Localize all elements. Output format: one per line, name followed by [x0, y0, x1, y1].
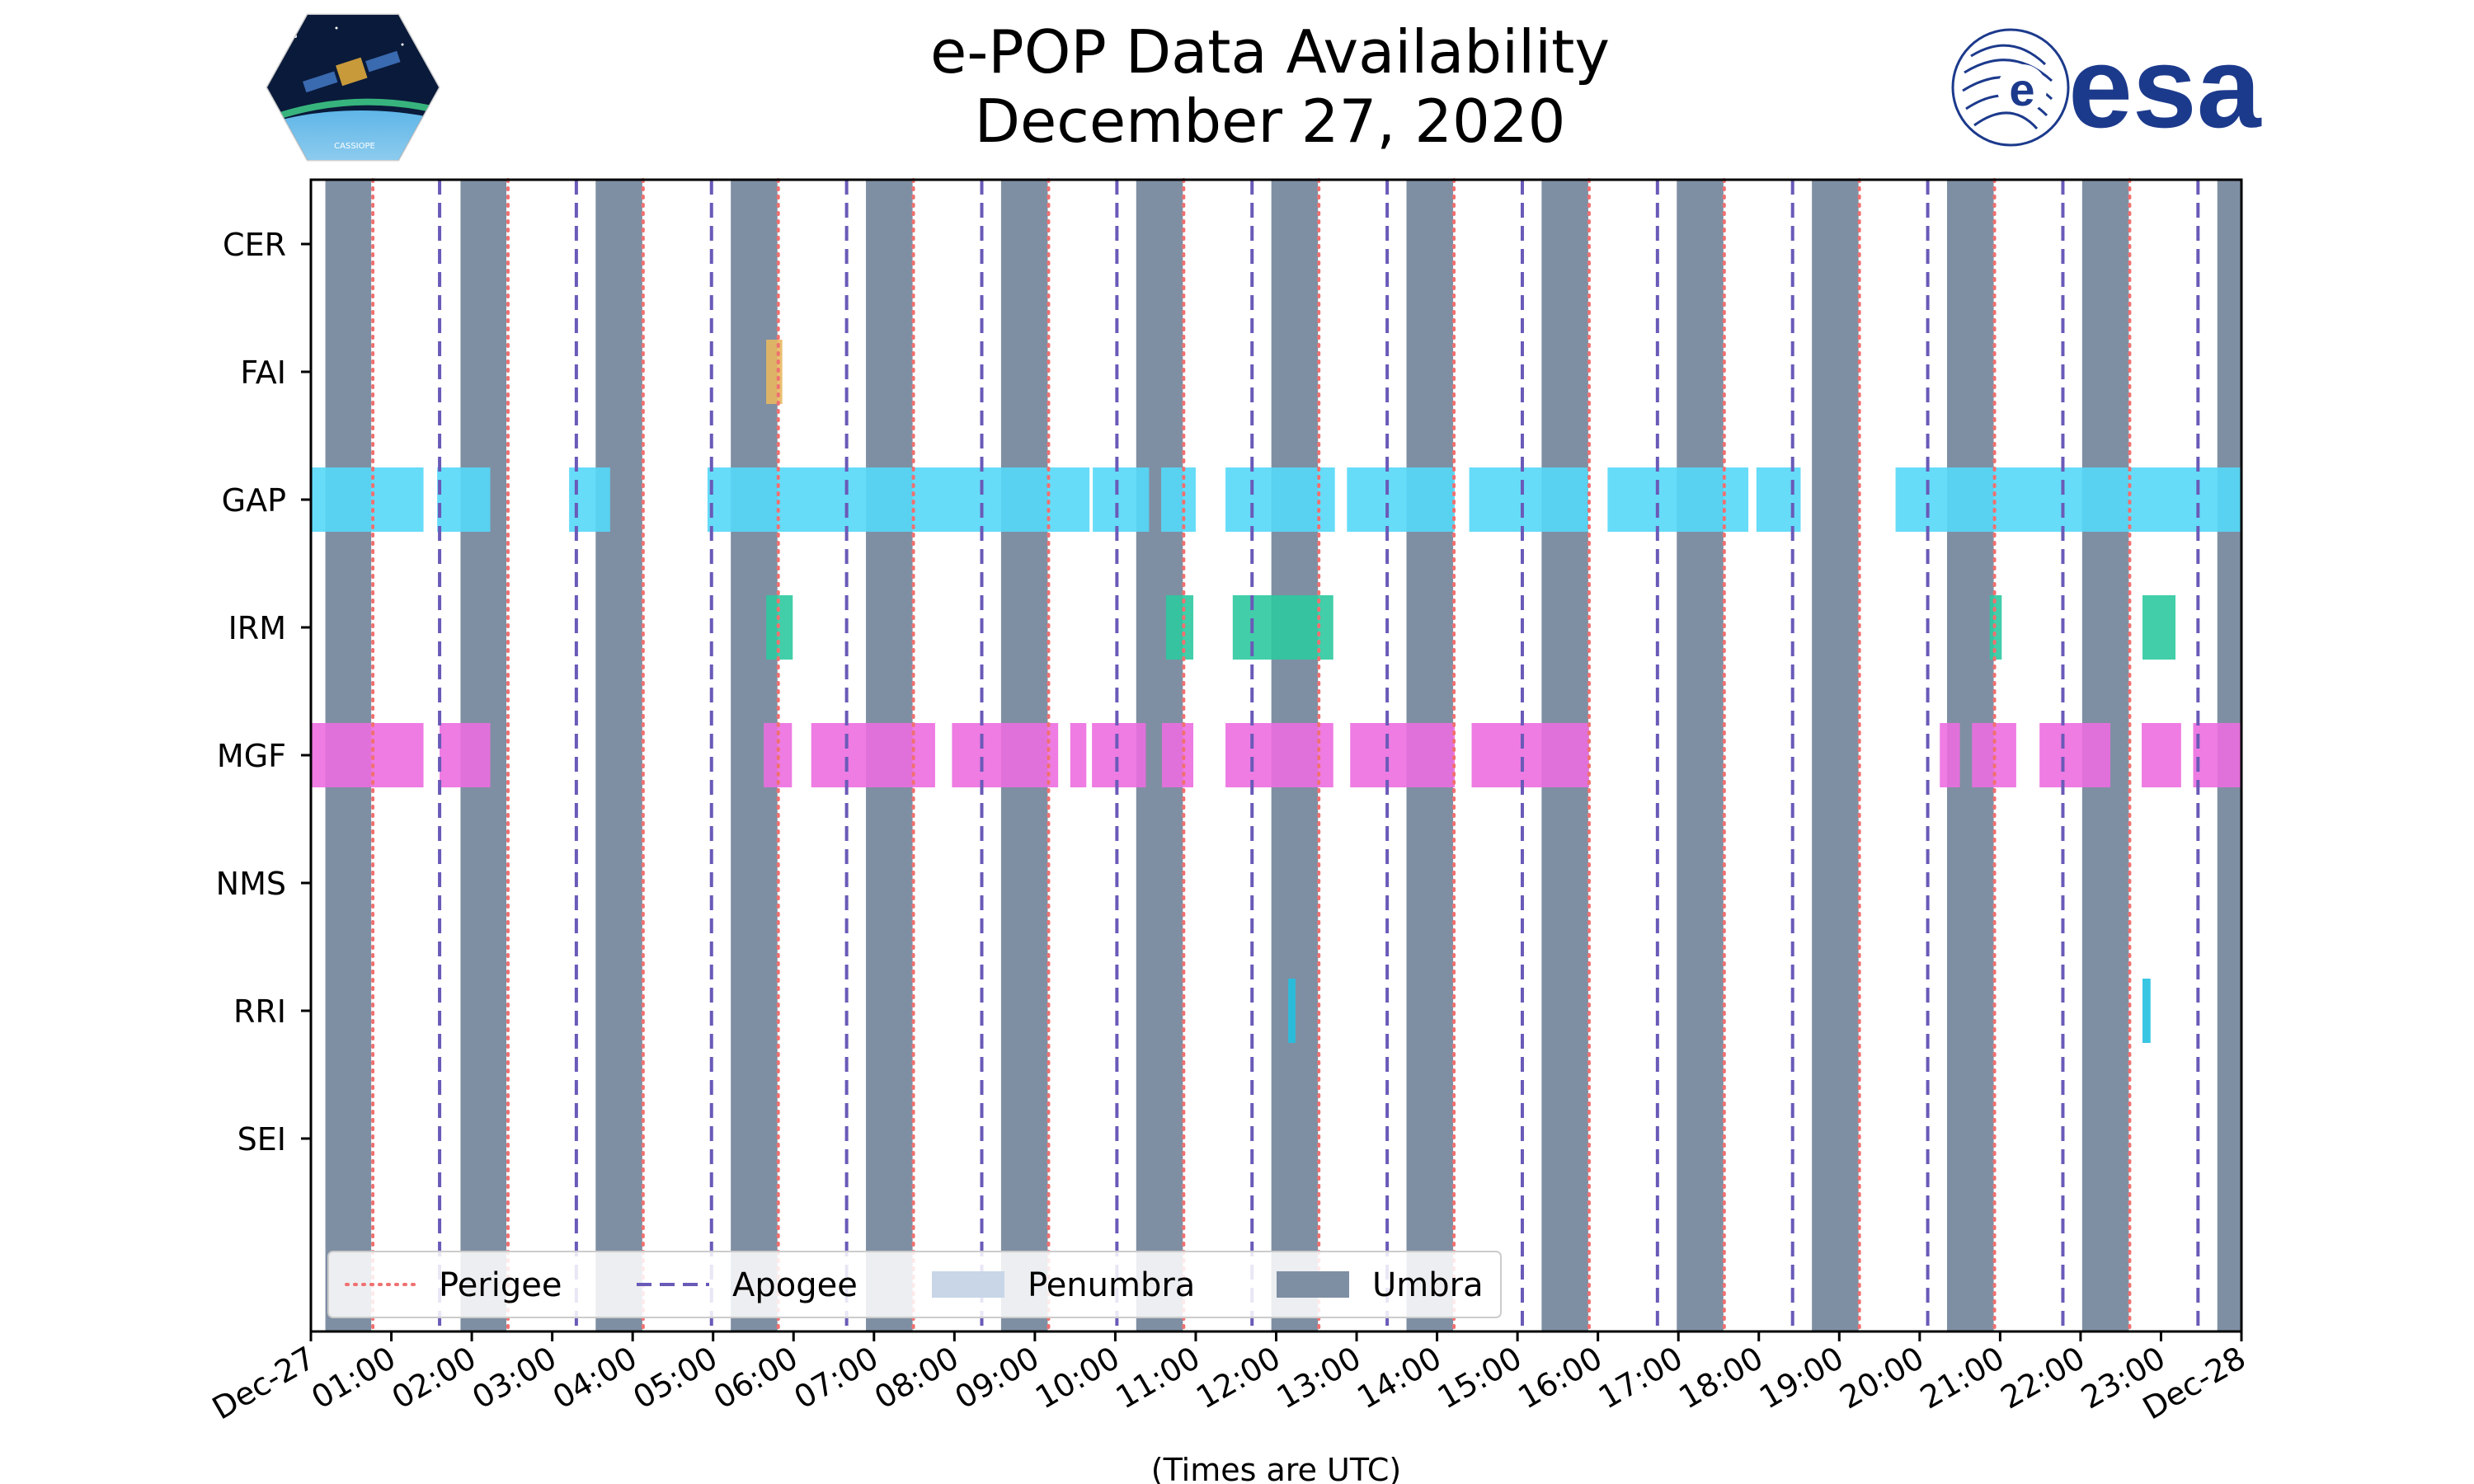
- y-tick-label: CER: [223, 227, 286, 263]
- availability-bar-gap: [437, 467, 491, 532]
- availability-bar-mgf: [1092, 723, 1146, 787]
- x-tick-label: 17:00: [1592, 1340, 1689, 1416]
- cassiope-logo: CASSIOPE: [262, 12, 444, 163]
- esa-wordmark: esa: [2068, 23, 2262, 152]
- y-tick-label: FAI: [240, 355, 286, 391]
- availability-bar-mgf: [1471, 723, 1589, 787]
- x-tick-label: 05:00: [627, 1340, 723, 1416]
- availability-bar-gap: [569, 467, 610, 532]
- x-tick-label: 21:00: [1914, 1340, 2011, 1416]
- x-tick-label: 02:00: [386, 1340, 482, 1416]
- x-tick-label: 12:00: [1190, 1340, 1286, 1416]
- availability-bar-mgf: [440, 723, 491, 787]
- availability-bar-gap: [311, 467, 424, 532]
- availability-bar-mgf: [1161, 723, 1194, 787]
- chart-title: e-POP Data Availability: [930, 17, 1610, 87]
- x-tick-label: 10:00: [1029, 1340, 1126, 1416]
- esa-logo-icon: e esa: [1951, 22, 2262, 152]
- perigee-lines: [371, 178, 2132, 1333]
- availability-bar-gap: [1756, 467, 1801, 532]
- availability-bar-irm: [2142, 595, 2176, 660]
- legend-label-perigee: Perigee: [439, 1266, 562, 1304]
- availability-bar-mgf: [1225, 723, 1333, 787]
- availability-bar-mgf: [1940, 723, 1960, 787]
- x-tick-label: 18:00: [1672, 1340, 1769, 1416]
- x-tick-label: 04:00: [547, 1340, 643, 1416]
- availability-bar-irm: [1165, 595, 1194, 660]
- legend-label-penumbra: Penumbra: [1028, 1266, 1195, 1304]
- availability-bar-gap: [707, 467, 1090, 532]
- x-tick-label: 08:00: [868, 1340, 965, 1416]
- series-rri: [1288, 979, 2151, 1043]
- legend-frame: [327, 1251, 1502, 1318]
- availability-bar-mgf: [1350, 723, 1456, 787]
- umbra-band: [595, 180, 642, 1331]
- legend-swatch-penumbra: [932, 1271, 1004, 1298]
- x-tick-label: 22:00: [1995, 1340, 2091, 1416]
- availability-bar-rri: [2142, 979, 2151, 1043]
- cassiope-mission-patch-icon: CASSIOPE: [266, 13, 440, 162]
- availability-bar-mgf: [2039, 723, 2111, 787]
- esa-logo: e esa: [1946, 22, 2309, 155]
- availability-bar-gap: [1469, 467, 1588, 532]
- availability-bar-mgf: [1070, 723, 1087, 787]
- x-axis-label: (Times are UTC): [1151, 1452, 1401, 1484]
- x-tick-label: 01:00: [305, 1340, 402, 1416]
- x-tick-label: Dec-27: [206, 1340, 321, 1427]
- apogee-lines: [438, 180, 2200, 1331]
- y-tick-label: IRM: [228, 610, 286, 646]
- series-mgf: [311, 723, 2241, 787]
- x-tick-label: 19:00: [1753, 1340, 1850, 1416]
- umbra-band: [1677, 180, 1724, 1331]
- availability-bar-gap: [1161, 467, 1196, 532]
- x-tick-label: 11:00: [1110, 1340, 1206, 1416]
- umbra-band: [1812, 180, 1859, 1331]
- x-tick-label: 15:00: [1432, 1340, 1528, 1416]
- svg-text:e: e: [2009, 63, 2034, 115]
- availability-bar-gap: [1895, 467, 2241, 532]
- x-tick-label: 03:00: [466, 1340, 562, 1416]
- series-gap: [311, 467, 2241, 532]
- availability-bar-gap: [1347, 467, 1456, 532]
- availability-bar-mgf: [2142, 723, 2181, 787]
- x-tick-label: 06:00: [708, 1340, 804, 1416]
- cassiope-caption: CASSIOPE: [334, 142, 375, 151]
- y-tick-label: RRI: [233, 993, 286, 1030]
- y-tick-label: MGF: [217, 738, 286, 774]
- availability-bar-mgf: [311, 723, 424, 787]
- x-tick-label: 14:00: [1351, 1340, 1447, 1416]
- legend: Perigee Apogee Penumbra Umbra: [327, 1251, 1502, 1318]
- availability-bar-gap: [1607, 467, 1749, 532]
- y-tick-label: GAP: [222, 482, 286, 519]
- y-tick-label: NMS: [216, 866, 286, 902]
- x-tick-label: 16:00: [1512, 1340, 1608, 1416]
- availability-bar-mgf: [811, 723, 935, 787]
- x-tick-label: 09:00: [949, 1340, 1046, 1416]
- availability-bar-mgf: [952, 723, 1059, 787]
- x-tick-label: 13:00: [1271, 1340, 1367, 1416]
- x-tick-label: 20:00: [1833, 1340, 1930, 1416]
- availability-bar-gap: [1093, 467, 1150, 532]
- availability-bar-mgf: [2193, 723, 2241, 787]
- chart-subtitle: December 27, 2020: [975, 87, 1566, 156]
- availability-bar-gap: [1225, 467, 1335, 532]
- availability-bar-irm: [1232, 595, 1333, 660]
- legend-swatch-umbra: [1277, 1271, 1349, 1298]
- availability-bar-rri: [1288, 979, 1296, 1043]
- y-tick-label: SEI: [238, 1121, 286, 1158]
- legend-label-umbra: Umbra: [1372, 1266, 1484, 1304]
- legend-label-apogee: Apogee: [732, 1266, 858, 1304]
- x-tick-label: 07:00: [788, 1340, 884, 1416]
